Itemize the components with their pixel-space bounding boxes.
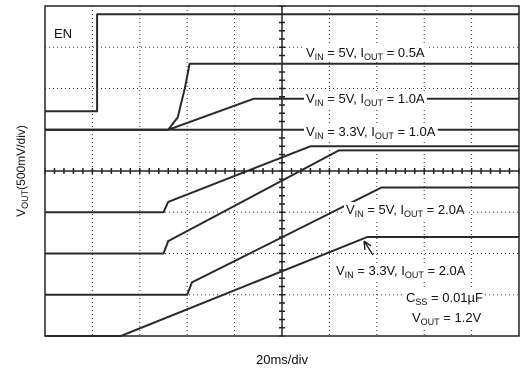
y-axis-label-rest: (500mV/div) (14, 125, 28, 190)
trace-labels: VIN = 5V, IOUT = 0.5A VIN = 5V, IOUT = 1.… (304, 45, 486, 327)
y-axis-label-sub: OUT (20, 189, 30, 209)
vout-annotation: VOUT = 1.2V (412, 310, 482, 327)
series-label-2: VIN = 5V, IOUT = 1.0A (306, 91, 425, 108)
label-arrow (363, 240, 374, 256)
css-annotation: CSS = 0.01µF (406, 290, 483, 307)
enable-label: EN (54, 26, 72, 41)
scope-grid (44, 5, 520, 337)
vout-trace-6 (45, 186, 519, 296)
plot-frame (44, 5, 520, 337)
waveform-traces (45, 13, 519, 337)
series-label-4-background (344, 202, 467, 219)
vout-annotation-background (410, 310, 484, 327)
series-label-1-background (304, 45, 427, 62)
series-label-3-background (304, 124, 438, 141)
series-label-2-background (304, 91, 427, 108)
vout-trace-7 (45, 236, 519, 337)
series-label-5-background (334, 263, 468, 280)
series-label-1: VIN = 5V, IOUT = 0.5A (306, 45, 425, 62)
series-label-4: VIN = 5V, IOUT = 2.0A (346, 202, 465, 219)
series-label-3: VIN = 3.3V, IOUT = 1.0A (306, 124, 436, 141)
vout-trace-4 (45, 145, 519, 214)
vout-trace-5 (45, 149, 519, 255)
series-label-5: VIN = 3.3V, IOUT = 2.0A (336, 263, 466, 280)
enable-trace (45, 13, 519, 113)
y-axis-label-main: V (14, 209, 28, 217)
x-axis-label: 20ms/div (256, 352, 309, 367)
css-annotation-background (404, 290, 486, 307)
y-axis-label: VOUT(500mV/div) (14, 125, 30, 217)
